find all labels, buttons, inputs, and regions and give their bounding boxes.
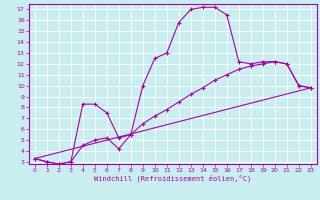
X-axis label: Windchill (Refroidissement éolien,°C): Windchill (Refroidissement éolien,°C) — [94, 175, 252, 182]
